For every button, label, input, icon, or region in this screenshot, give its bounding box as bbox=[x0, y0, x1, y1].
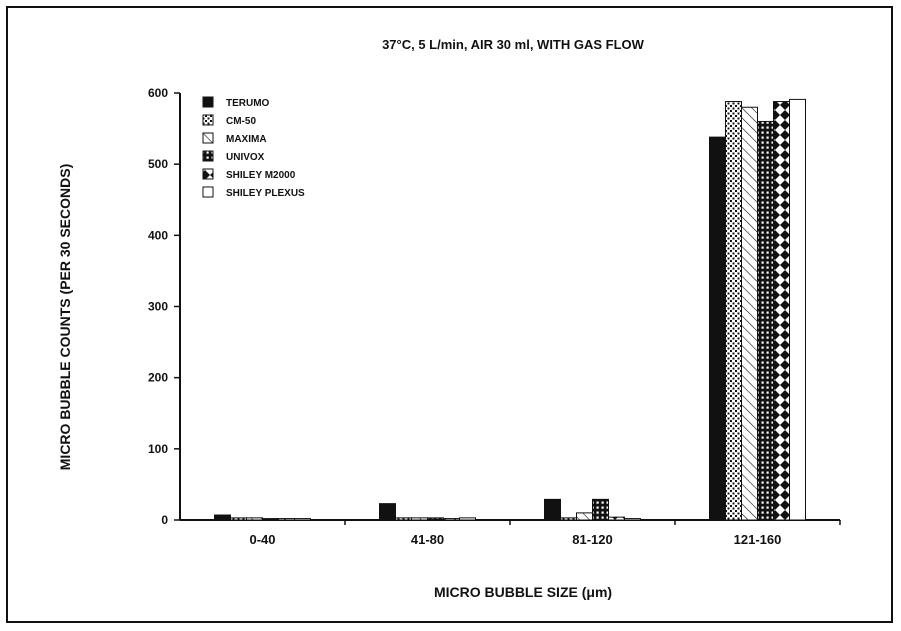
bar bbox=[592, 498, 609, 521]
legend-swatch bbox=[202, 96, 214, 108]
bar bbox=[427, 517, 444, 521]
legend-swatch bbox=[202, 186, 214, 198]
legend: TERUMO CM-50 MAXIMA UNIVOX SHILEY M2000 SHILE… bbox=[202, 96, 305, 199]
axes: 0 100 200 300 400 500 600 0-40 41-80 81-120 121-16… bbox=[148, 86, 841, 547]
legend-swatch bbox=[202, 168, 214, 180]
y-axis-label: MICRO BUBBLE COUNTS (PER 30 SECONDS) bbox=[57, 164, 73, 470]
x-tick-label: 81-120 bbox=[572, 532, 612, 547]
y-tick-label: 400 bbox=[148, 228, 168, 242]
bar bbox=[379, 503, 396, 521]
bar bbox=[459, 517, 476, 521]
legend-swatch bbox=[202, 132, 214, 144]
bar bbox=[294, 518, 311, 521]
bar bbox=[411, 517, 428, 521]
chart-title: 37°C, 5 L/min, AIR 30 ml, WITH GAS FLOW bbox=[382, 37, 645, 52]
legend-label: MAXIMA bbox=[226, 134, 267, 145]
bar bbox=[757, 120, 774, 521]
legend-label: TERUMO bbox=[226, 98, 270, 109]
bar bbox=[278, 518, 295, 521]
bar bbox=[395, 517, 412, 521]
x-axis-label: MICRO BUBBLE SIZE (μm) bbox=[434, 584, 612, 600]
y-tick-label: 600 bbox=[148, 86, 168, 100]
legend-label: SHILEY PLEXUS bbox=[226, 188, 305, 199]
legend-label: CM-50 bbox=[226, 116, 256, 127]
bar bbox=[725, 101, 742, 521]
bar bbox=[230, 517, 247, 521]
legend-swatch bbox=[202, 114, 214, 126]
legend-swatch bbox=[202, 150, 214, 162]
bars bbox=[214, 98, 806, 521]
bar bbox=[214, 514, 231, 521]
bar bbox=[608, 516, 625, 521]
y-tick-label: 0 bbox=[161, 513, 168, 527]
bar bbox=[709, 136, 726, 521]
y-tick-label: 200 bbox=[148, 371, 168, 385]
bar bbox=[262, 518, 279, 521]
y-tick-label: 100 bbox=[148, 442, 168, 456]
y-tick-label: 300 bbox=[148, 300, 168, 314]
x-tick-label: 0-40 bbox=[249, 532, 275, 547]
x-tick-label: 121-160 bbox=[734, 532, 782, 547]
legend-label: UNIVOX bbox=[226, 152, 265, 163]
y-tick-label: 500 bbox=[148, 157, 168, 171]
bar bbox=[560, 517, 577, 521]
bar bbox=[544, 498, 561, 521]
x-tick-label: 41-80 bbox=[411, 532, 444, 547]
legend-label: SHILEY M2000 bbox=[226, 170, 296, 181]
bar bbox=[576, 512, 593, 521]
bar bbox=[443, 518, 460, 521]
bar bbox=[246, 517, 263, 521]
bar bbox=[773, 101, 790, 521]
bar bbox=[789, 98, 806, 521]
bar bbox=[624, 518, 641, 521]
chart-frame bbox=[6, 6, 893, 623]
bar bbox=[741, 106, 758, 521]
